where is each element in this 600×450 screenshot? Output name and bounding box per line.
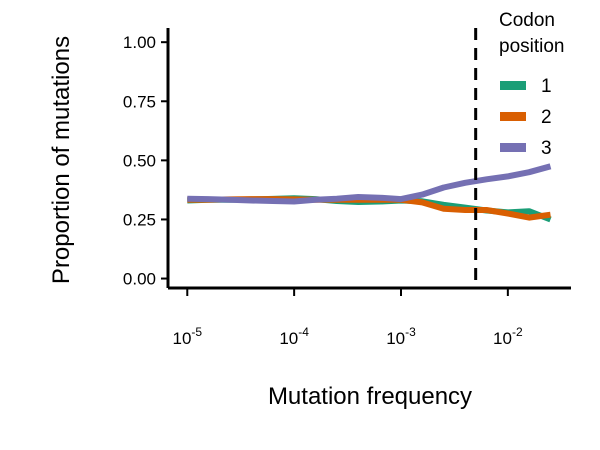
x-tick-label: 10-5 (172, 325, 202, 348)
legend-items: 1 2 3 (500, 76, 552, 159)
y-tick-label: 1.00 (123, 33, 156, 52)
legend-label-3: 3 (541, 138, 552, 159)
series-line-3 (187, 163, 552, 205)
y-tick-label: 0.50 (123, 151, 156, 170)
plot-lines (187, 163, 552, 223)
x-tick-label: 10-4 (279, 325, 309, 348)
y-tick-label: 0.00 (123, 270, 156, 289)
legend: Codon position 1 2 3 (499, 10, 565, 159)
x-ticks: 10-5 10-4 10-3 10-2 (172, 288, 523, 348)
x-tick-label: 10-2 (493, 325, 523, 348)
y-tick-label: 0.25 (123, 210, 156, 229)
y-axis-title: Proportion of mutations (48, 36, 75, 284)
legend-swatch-1 (500, 81, 526, 90)
y-tick-label: 0.75 (123, 92, 156, 111)
legend-title-line1: Codon (499, 10, 555, 31)
legend-label-2: 2 (541, 107, 552, 128)
x-tick-label: 10-3 (386, 325, 416, 348)
y-ticks: 0.00 0.25 0.50 0.75 1.00 (123, 33, 168, 289)
legend-title-line2: position (499, 36, 565, 57)
legend-label-1: 1 (541, 76, 552, 97)
x-axis-title: Mutation frequency (268, 383, 472, 410)
legend-swatch-3 (500, 143, 526, 152)
legend-swatch-2 (500, 112, 526, 121)
